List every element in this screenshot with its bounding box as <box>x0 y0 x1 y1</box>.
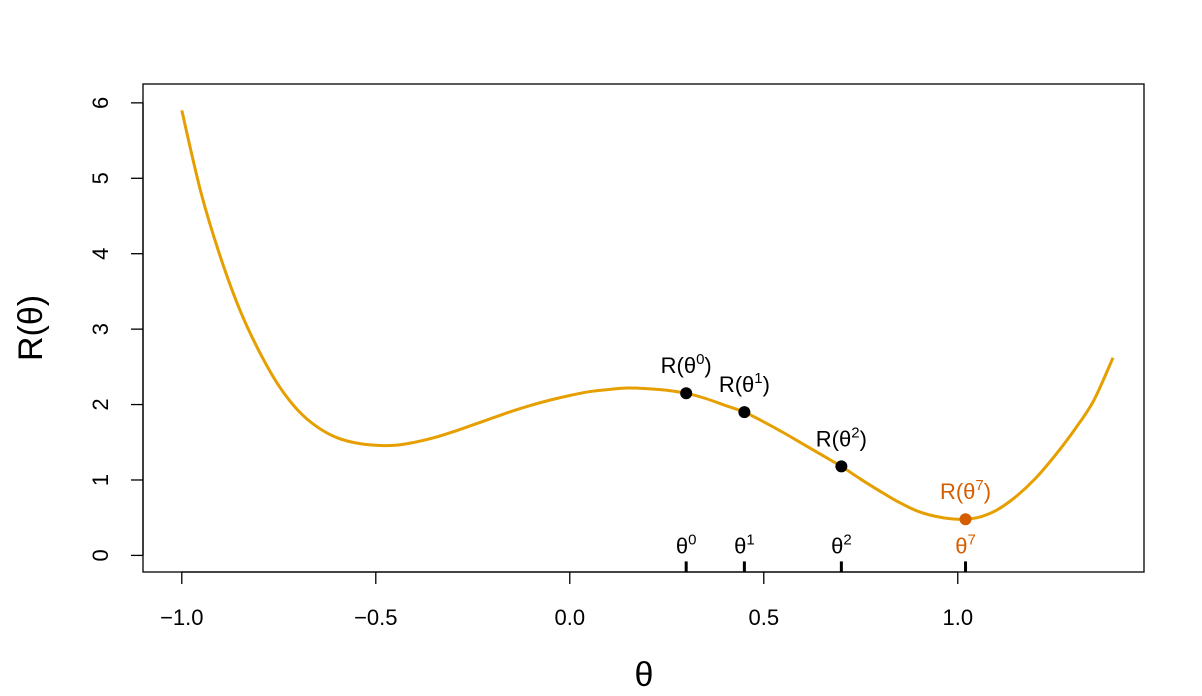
y-tick-label: 2 <box>88 398 113 410</box>
y-tick-label: 6 <box>88 97 113 109</box>
y-tick-label: 0 <box>88 549 113 561</box>
y-axis-title: R(θ) <box>12 295 50 361</box>
iterate-theta-label-2: θ2 <box>831 531 852 558</box>
iterate-value-label-0: R(θ0) <box>661 351 712 378</box>
iterate-point-2 <box>835 460 848 473</box>
iterate-theta-label-1: θ1 <box>734 531 755 558</box>
x-tick-label: 0.0 <box>554 605 585 630</box>
y-tick-label: 5 <box>88 172 113 184</box>
iterate-value-label-1: R(θ1) <box>719 370 770 397</box>
x-axis-title: θ <box>635 656 654 694</box>
x-tick-label: −1.0 <box>160 605 203 630</box>
x-tick-label: −0.5 <box>354 605 397 630</box>
iterate-point-3 <box>959 513 972 526</box>
iterate-theta-label-3: θ7 <box>955 531 976 558</box>
x-axis: −1.0 −0.5 0.0 0.5 1.0 <box>160 571 973 630</box>
plot-frame <box>142 83 1145 573</box>
y-tick-label: 3 <box>88 323 113 335</box>
y-tick-label: 1 <box>88 474 113 486</box>
iterate-markers: R(θ0) θ0 R(θ1) θ1 R(θ2) θ2 R(θ7) θ7 <box>661 351 991 572</box>
y-tick-label: 4 <box>88 248 113 260</box>
iterate-point-0 <box>680 387 693 400</box>
iterate-value-label-2: R(θ2) <box>816 424 867 451</box>
iterate-point-1 <box>738 406 751 419</box>
x-tick-label: 0.5 <box>748 605 779 630</box>
y-axis: 0 1 2 3 4 5 6 <box>88 97 144 562</box>
iterate-theta-label-0: θ0 <box>676 531 697 558</box>
x-tick-label: 1.0 <box>942 605 973 630</box>
risk-curve <box>180 110 1115 521</box>
iterate-value-label-3: R(θ7) <box>940 477 991 504</box>
